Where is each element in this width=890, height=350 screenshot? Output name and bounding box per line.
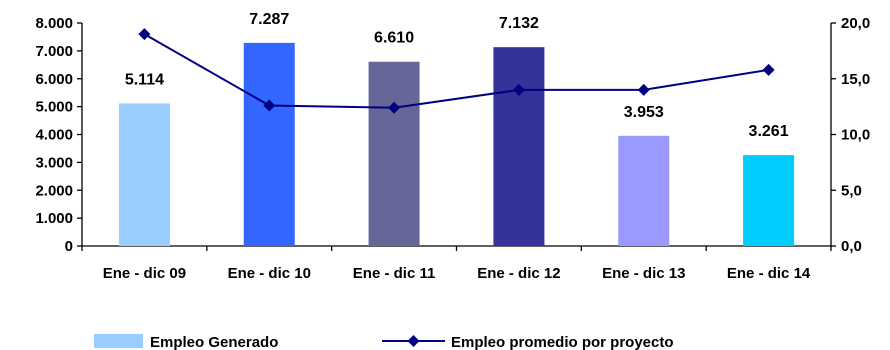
line-series: [138, 28, 775, 114]
line-point-diamond: [388, 101, 401, 114]
bar-value-label: 3.261: [749, 123, 789, 140]
legend-swatch-empleo-generado: [94, 334, 143, 348]
category-label-ene-dic-10: Ene - dic 10: [228, 265, 311, 282]
category-label-ene-dic-11: Ene - dic 11: [353, 265, 436, 282]
left-tick-label: 0: [65, 238, 73, 255]
line-point-diamond: [138, 28, 151, 41]
bar-ene-dic-11: [368, 61, 420, 247]
line-point-diamond: [512, 83, 525, 96]
right-tick-label: 15,0: [841, 71, 870, 88]
line-point-diamond: [263, 99, 276, 112]
bar-value-labels: 5.114 7.287 6.610 7.132 3.953 3.261: [125, 11, 789, 140]
right-tick-label: 10,0: [841, 127, 870, 144]
left-axis-ticks: 0 1.000 2.000 3.000 4.000 5.000 6.000 7.000 8.00…: [35, 15, 82, 255]
bar-value-label: 6.610: [374, 30, 414, 47]
right-tick-label: 0,0: [841, 238, 862, 255]
right-axis-ticks: 0,0 5,0 10,0 15,0 20,0: [831, 15, 870, 255]
left-tick-label: 5.000: [35, 99, 73, 116]
legend-label-empleo-generado: Empleo Generado: [150, 334, 278, 350]
left-tick-label: 7.000: [35, 43, 73, 60]
line-empleo-promedio: [143, 33, 769, 109]
category-label-ene-dic-12: Ene - dic 12: [477, 265, 560, 282]
left-tick-label: 2.000: [35, 182, 73, 199]
left-tick-label: 1.000: [35, 210, 73, 227]
bars: [118, 42, 795, 247]
bar-ene-dic-12: [493, 47, 545, 247]
line-point-diamond: [762, 63, 775, 76]
right-tick-label: 5,0: [841, 182, 862, 199]
bar-ene-dic-10: [243, 42, 295, 246]
left-tick-label: 6.000: [35, 71, 73, 88]
line-point-diamond: [637, 83, 650, 96]
legend-label-empleo-promedio: Empleo promedio por proyecto: [451, 334, 674, 350]
legend-diamond-marker: [407, 335, 420, 347]
bar-value-label: 7.132: [499, 15, 539, 32]
category-label-ene-dic-09: Ene - dic 09: [103, 265, 186, 282]
left-tick-label: 8.000: [35, 15, 73, 32]
bar-ene-dic-09: [118, 103, 170, 246]
category-label-ene-dic-14: Ene - dic 14: [727, 265, 811, 282]
legend: Empleo Generado Empleo promedio por proy…: [94, 334, 674, 350]
bar-ene-dic-13: [618, 135, 670, 246]
left-tick-label: 3.000: [35, 154, 73, 171]
bar-ene-dic-14: [743, 155, 795, 246]
bar-value-label: 3.953: [624, 104, 664, 121]
left-tick-label: 4.000: [35, 127, 73, 144]
category-labels: Ene - dic 09 Ene - dic 10 Ene - dic 11 Ene …: [81, 246, 832, 282]
right-tick-label: 20,0: [841, 15, 870, 32]
bar-value-label: 7.287: [249, 11, 289, 28]
category-label-ene-dic-13: Ene - dic 13: [602, 265, 685, 282]
bar-value-label: 5.114: [125, 71, 164, 88]
